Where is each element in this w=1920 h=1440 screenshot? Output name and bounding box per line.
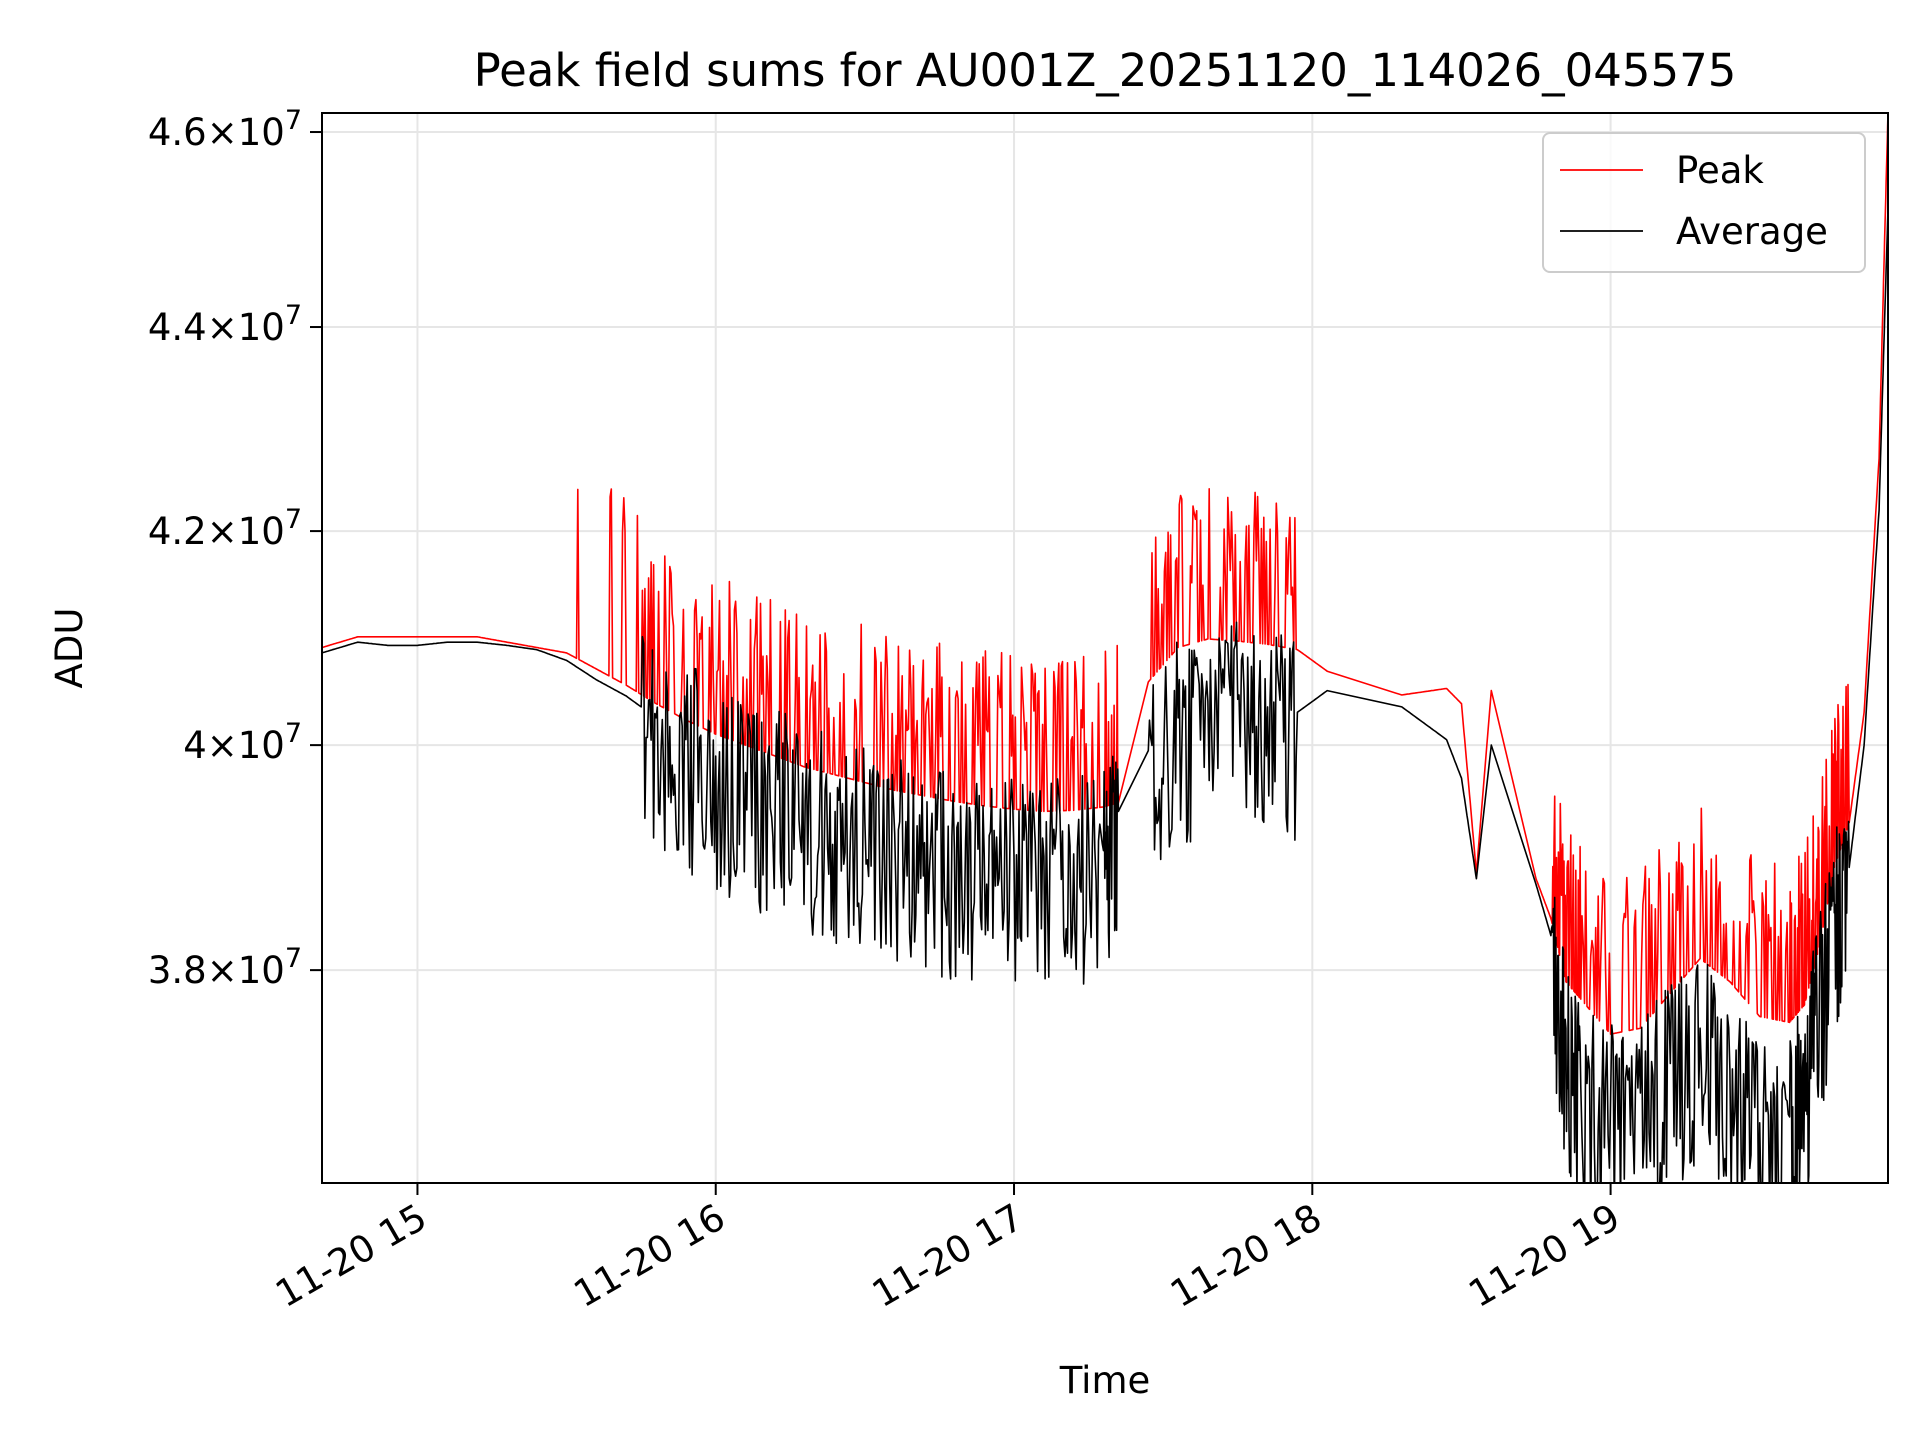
series-layer [322, 113, 1888, 1183]
chart-title: Peak field sums for AU001Z_20251120_1140… [474, 44, 1737, 97]
legend: Peak Average [1542, 132, 1866, 273]
y-tick-label: 4.6×107 [148, 105, 302, 154]
legend-label-peak: Peak [1676, 149, 1764, 192]
y-axis: 3.8×107 4×107 4.2×107 4.4×107 4.6×107 [148, 105, 322, 992]
plot-frame [321, 112, 1889, 1184]
y-axis-label: ADU [48, 608, 91, 689]
legend-label-average: Average [1676, 210, 1828, 253]
y-tick-label: 4.4×107 [148, 300, 302, 349]
x-axis-label: Time [1059, 1359, 1151, 1402]
y-tick-label: 3.8×107 [148, 943, 302, 992]
y-tick-label: 4.2×107 [148, 504, 302, 553]
series-line-average [322, 208, 1888, 1183]
legend-box [1542, 132, 1866, 273]
y-tick-label: 4×107 [183, 718, 302, 767]
